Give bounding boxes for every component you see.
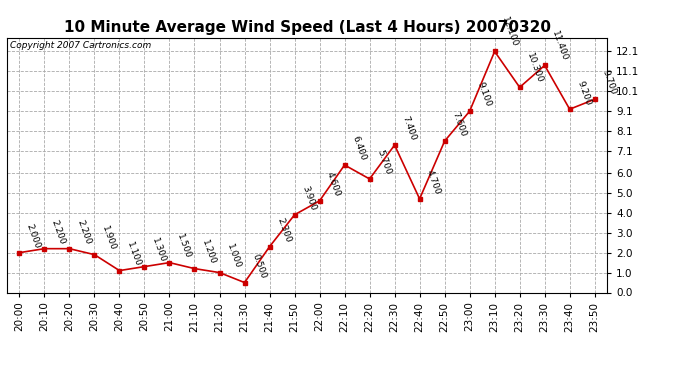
Text: 4.600: 4.600 — [325, 171, 342, 198]
Text: 1.000: 1.000 — [225, 242, 242, 270]
Text: 3.900: 3.900 — [300, 184, 317, 212]
Text: 1.100: 1.100 — [125, 240, 142, 268]
Text: 1.200: 1.200 — [200, 238, 217, 266]
Text: 0.500: 0.500 — [250, 252, 268, 280]
Text: 9.700: 9.700 — [600, 69, 618, 96]
Text: 10.300: 10.300 — [525, 52, 544, 84]
Text: 1.300: 1.300 — [150, 236, 168, 264]
Text: Copyright 2007 Cartronics.com: Copyright 2007 Cartronics.com — [10, 41, 151, 50]
Text: 11.400: 11.400 — [550, 30, 569, 63]
Text: 4.700: 4.700 — [425, 169, 442, 196]
Text: 12.100: 12.100 — [500, 16, 520, 49]
Text: 5.700: 5.700 — [375, 149, 393, 176]
Text: 2.200: 2.200 — [75, 219, 92, 246]
Text: 2.300: 2.300 — [275, 217, 293, 244]
Text: 7.400: 7.400 — [400, 115, 417, 142]
Text: 1.900: 1.900 — [100, 225, 117, 252]
Text: 2.000: 2.000 — [25, 223, 42, 250]
Text: 1.500: 1.500 — [175, 232, 193, 260]
Title: 10 Minute Average Wind Speed (Last 4 Hours) 20070320: 10 Minute Average Wind Speed (Last 4 Hou… — [63, 20, 551, 35]
Text: 7.600: 7.600 — [450, 111, 468, 138]
Text: 9.100: 9.100 — [475, 81, 493, 108]
Text: 2.200: 2.200 — [50, 219, 67, 246]
Text: 6.400: 6.400 — [350, 135, 367, 162]
Text: 9.200: 9.200 — [575, 79, 593, 106]
